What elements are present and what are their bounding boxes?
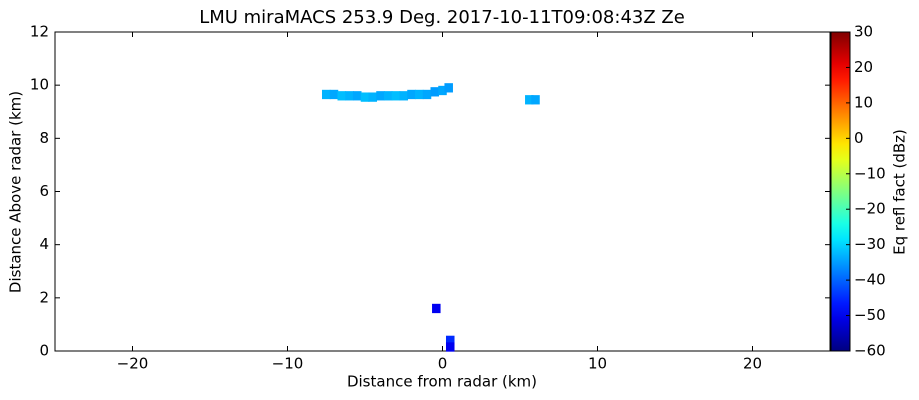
echo-cell [376,91,385,101]
x-tick-label: 20 [743,355,762,373]
colorbar-tick-label: 10 [854,93,873,111]
y-tick-label: 2 [39,288,49,306]
colorbar-tick-label: −50 [854,306,886,324]
y-axis-label: Distance Above radar (km) [7,91,25,293]
echo-cell [438,85,447,96]
echo-cell [391,91,401,101]
echo-cell [383,91,393,101]
colorbar-tick-label: −40 [854,271,886,289]
echo-cell [445,342,455,352]
echo-cell [345,91,354,101]
plot-frame [54,31,831,352]
colorbar-tick-label: 0 [854,129,864,147]
echo-cell [407,89,416,100]
chart-title: LMU miraMACS 253.9 Deg. 2017-10-11T09:08… [199,7,685,28]
echo-cell [352,91,362,101]
echo-cell [329,89,339,100]
colorbar-tick-label: −20 [854,200,886,218]
x-axis-label: Distance from radar (km) [347,373,537,391]
echo-cell [422,89,432,100]
x-tick-label: −20 [117,355,149,373]
y-tick-label: 4 [39,235,49,253]
colorbar-tick-label: 20 [854,58,873,76]
colorbar-tick-label: 30 [854,23,873,41]
y-tick-label: 12 [30,23,49,41]
echo-cell [444,83,453,93]
y-tick-label: 8 [39,129,49,147]
echo-cell [321,89,331,100]
colorbar-tick-label: −30 [854,235,886,253]
x-tick-label: 10 [588,355,607,373]
y-tick-label: 0 [39,342,49,360]
echo-cell [399,91,409,101]
x-tick-label: 0 [438,355,448,373]
colorbar-label: Eq refl fact (dBz) [891,129,909,255]
echo-cell [525,95,534,105]
echo-cell [432,303,441,314]
echo-cell [414,89,424,100]
echo-cell [430,87,440,97]
echo-cell [445,335,455,346]
echo-cell [337,91,347,101]
x-tick-label: −10 [272,355,304,373]
colorbar-tick-label: −60 [854,342,886,360]
y-tick-label: 10 [30,76,49,94]
colorbar [830,31,851,352]
colorbar-tick-label: −10 [854,164,886,182]
echo-cell [360,92,370,102]
y-tick-label: 6 [39,182,49,200]
echo-cell [368,92,378,102]
echo-cell [531,95,540,105]
